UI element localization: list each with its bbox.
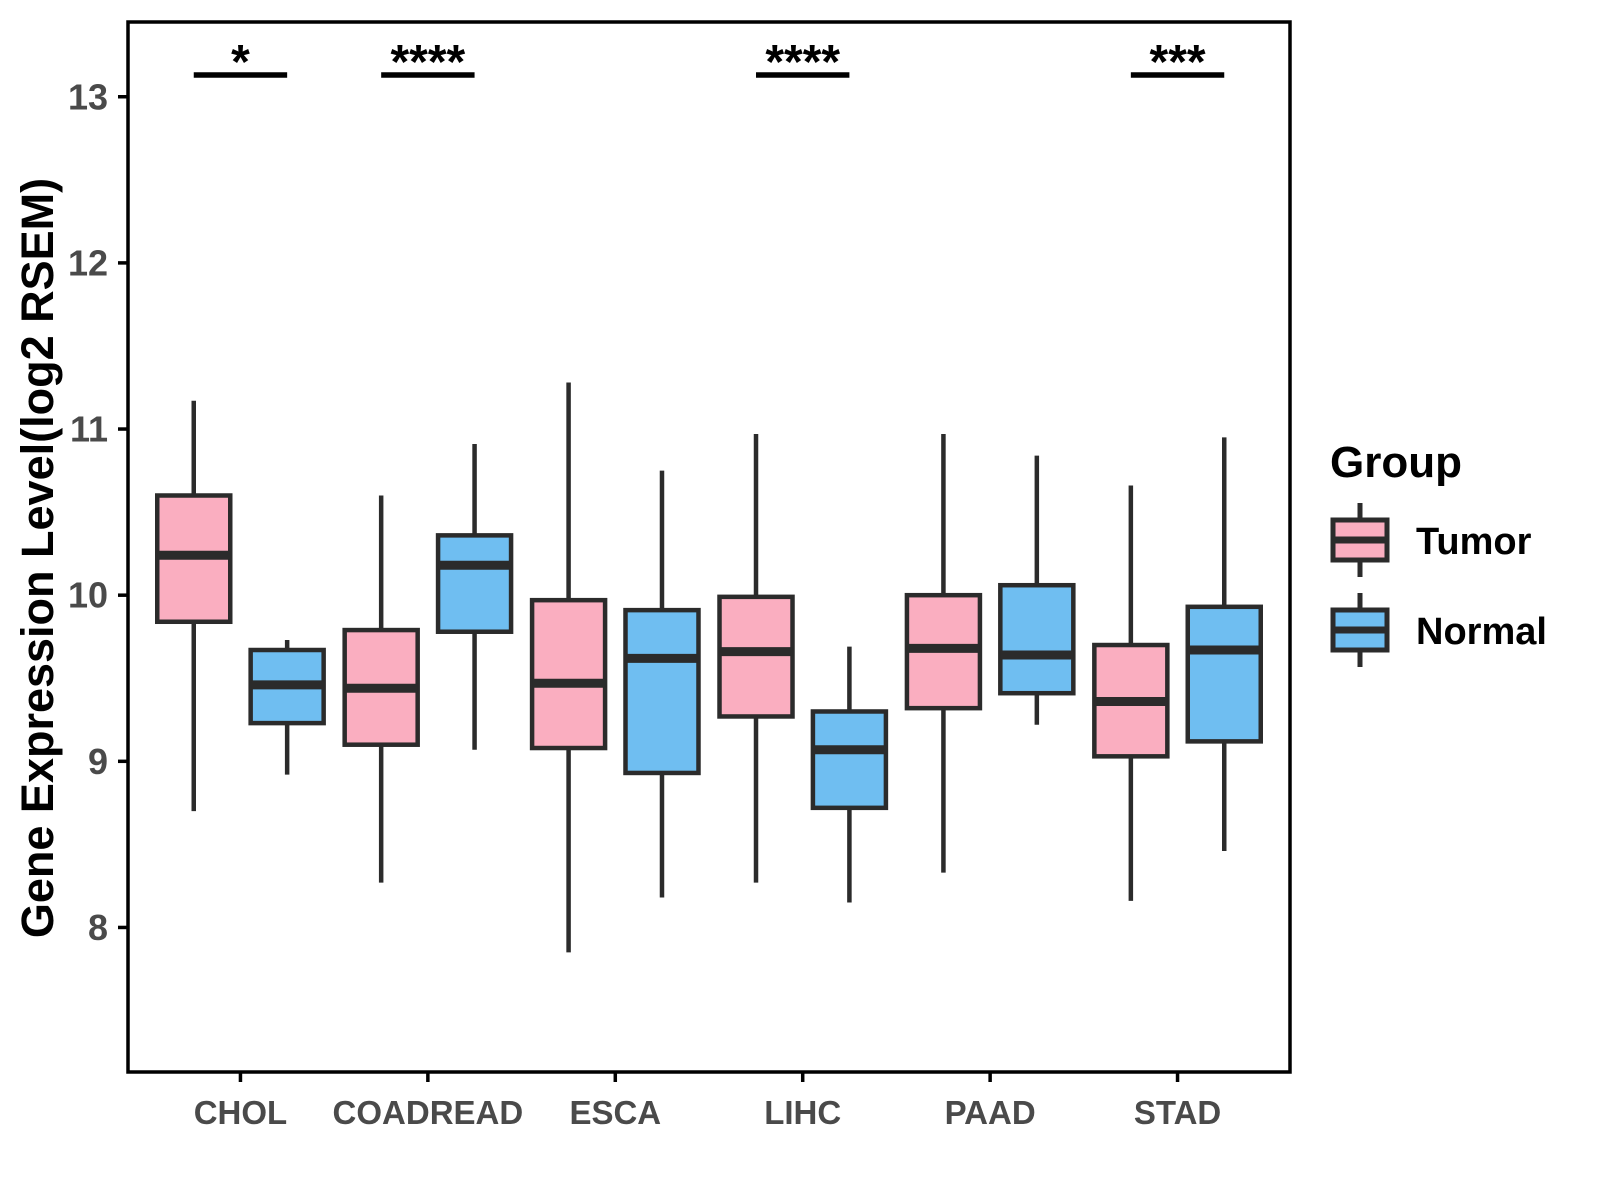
- boxplot-coadread-tumor: [342, 495, 420, 883]
- boxplot-lihc-tumor: [717, 434, 795, 883]
- significance-stars-lihc: ****: [765, 36, 840, 89]
- x-axis-label-STAD: STAD: [1134, 1094, 1221, 1131]
- boxplot-paad-tumor: [904, 434, 983, 873]
- boxplot-chol-normal: [248, 640, 326, 775]
- y-tick-label: 12: [68, 242, 108, 283]
- iqr-box: [529, 597, 608, 751]
- tumor-boxplot-key-icon: [1330, 501, 1390, 584]
- iqr-box: [623, 607, 701, 776]
- boxplot-lihc-normal: [810, 646, 889, 903]
- boxplot-stad-tumor: [1092, 485, 1170, 901]
- x-axis-label-ESCA: ESCA: [569, 1094, 661, 1131]
- legend-label-tumor: Tumor: [1416, 520, 1532, 563]
- x-axis-label-COADREAD: COADREAD: [333, 1094, 524, 1131]
- legend-title: Group: [1330, 438, 1462, 487]
- x-axis-label-PAAD: PAAD: [945, 1094, 1036, 1131]
- iqr-box: [810, 709, 889, 811]
- y-tick-label: 9: [88, 741, 108, 782]
- legend-item-normal: Normal: [1330, 592, 1547, 672]
- boxplot-coadread-normal: [435, 443, 514, 750]
- significance-stars-stad: ***: [1150, 36, 1206, 89]
- boxplot-chol-tumor: [155, 400, 233, 812]
- significance-stars-coadread: ****: [391, 36, 466, 89]
- y-tick-label: 10: [68, 575, 108, 616]
- x-axis-label-CHOL: CHOL: [194, 1094, 288, 1131]
- iqr-box: [435, 533, 514, 634]
- y-tick-label: 8: [88, 907, 108, 948]
- iqr-box: [717, 594, 795, 719]
- boxplot-esca-tumor: [529, 382, 608, 953]
- iqr-box: [998, 582, 1076, 696]
- iqr-box: [1185, 604, 1263, 744]
- legend-label-normal: Normal: [1416, 610, 1547, 653]
- y-tick-label: 11: [70, 409, 108, 450]
- boxplot-stad-normal: [1185, 437, 1263, 852]
- panel-border: [126, 20, 1292, 1074]
- legend: Group Tumor Normal: [1330, 438, 1547, 672]
- y-axis-title: Gene Expression Level(log2 RSEM): [12, 177, 63, 939]
- legend-item-tumor: Tumor: [1330, 502, 1547, 582]
- y-tick-label: 13: [68, 76, 108, 117]
- boxplot-esca-normal: [623, 470, 701, 898]
- x-axis-label-LIHC: LIHC: [764, 1094, 841, 1131]
- significance-stars-chol: *: [231, 36, 250, 89]
- boxplot-paad-normal: [998, 455, 1076, 725]
- normal-boxplot-key-icon: [1330, 591, 1390, 674]
